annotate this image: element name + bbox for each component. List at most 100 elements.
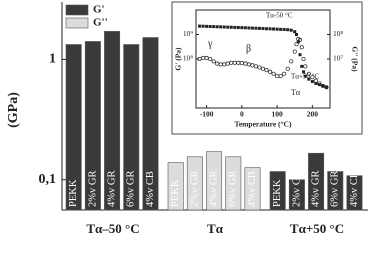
point bbox=[260, 66, 266, 71]
y-axis-label: G' (Pa) bbox=[174, 47, 183, 71]
point bbox=[271, 71, 276, 76]
point bbox=[295, 33, 298, 36]
point bbox=[268, 69, 273, 74]
point bbox=[226, 25, 230, 29]
x-axis-label: Temperature (°C) bbox=[235, 120, 292, 129]
point bbox=[285, 66, 290, 71]
bar bbox=[167, 162, 184, 211]
point bbox=[250, 63, 255, 68]
point bbox=[198, 24, 202, 28]
point bbox=[289, 28, 293, 32]
point bbox=[300, 64, 304, 68]
point bbox=[298, 53, 302, 57]
point bbox=[208, 56, 213, 62]
point bbox=[211, 59, 216, 64]
point bbox=[265, 27, 269, 31]
x-tick-label: -100 bbox=[200, 110, 214, 119]
y-tick-label: 10⁸ bbox=[333, 29, 344, 38]
point bbox=[303, 74, 307, 78]
annotation: γ bbox=[207, 38, 213, 49]
bar-label: 4%v CB bbox=[247, 171, 258, 207]
point bbox=[261, 27, 265, 31]
point bbox=[264, 68, 269, 73]
point bbox=[317, 81, 322, 86]
point bbox=[257, 26, 261, 30]
point bbox=[268, 27, 272, 31]
point bbox=[317, 83, 321, 87]
legend-label: G'' bbox=[93, 17, 108, 29]
point bbox=[279, 27, 283, 31]
y-tick-label: 10⁷ bbox=[333, 54, 344, 63]
x-tick-label: 0 bbox=[240, 110, 244, 119]
point bbox=[278, 74, 283, 79]
bar-label: 4%v CB bbox=[349, 171, 360, 207]
bar-label: PEKK bbox=[170, 179, 181, 207]
bar bbox=[327, 171, 344, 211]
point bbox=[314, 82, 318, 85]
bar-label: PEKK bbox=[272, 179, 283, 207]
point bbox=[243, 26, 247, 30]
point bbox=[299, 45, 304, 50]
point bbox=[286, 28, 290, 32]
point bbox=[222, 25, 226, 29]
annotation: Tα+50 °C bbox=[291, 73, 319, 81]
point bbox=[324, 85, 328, 89]
y-tick-label: 0,1 bbox=[39, 172, 57, 187]
point bbox=[303, 64, 308, 69]
point bbox=[320, 83, 325, 88]
y-axis-label: (GPa) bbox=[6, 92, 21, 128]
bar bbox=[123, 44, 140, 211]
bar bbox=[308, 152, 325, 211]
bar-label: 2%v GR bbox=[87, 171, 98, 207]
point bbox=[302, 70, 306, 74]
bar bbox=[65, 44, 82, 211]
bar-label: 4%v GR bbox=[106, 171, 117, 207]
point bbox=[275, 27, 279, 31]
point bbox=[292, 49, 297, 54]
x-tick-label: 200 bbox=[307, 110, 319, 119]
legend-swatch bbox=[65, 17, 89, 29]
x-tick-label: 100 bbox=[271, 110, 283, 119]
point bbox=[296, 40, 300, 44]
bar bbox=[84, 41, 101, 211]
bar bbox=[288, 179, 305, 211]
bar bbox=[186, 156, 203, 211]
point bbox=[307, 77, 311, 81]
point bbox=[208, 25, 212, 29]
point bbox=[321, 84, 325, 88]
point bbox=[313, 78, 318, 83]
bar-label: 4%v GR bbox=[310, 171, 321, 207]
point bbox=[257, 65, 262, 70]
bar bbox=[104, 31, 121, 211]
point bbox=[229, 25, 233, 29]
point bbox=[301, 56, 306, 62]
legend-label: G' bbox=[93, 4, 105, 16]
annotation: Tα bbox=[291, 88, 301, 97]
bar-label: 6%v GR bbox=[126, 171, 137, 207]
y-tick-label: 10⁸ bbox=[183, 54, 194, 63]
point bbox=[197, 56, 202, 62]
bar-label: 6%v GR bbox=[330, 171, 341, 207]
bar bbox=[346, 175, 363, 211]
point bbox=[282, 27, 286, 31]
y2-axis-label: G'' (Pa) bbox=[350, 46, 359, 72]
group-label: Tα+50 °C bbox=[290, 221, 344, 236]
point bbox=[272, 27, 276, 31]
bar bbox=[269, 171, 286, 211]
bar-label: 4%v CB bbox=[145, 171, 156, 207]
point bbox=[236, 26, 240, 30]
bar-label: 2%v GR bbox=[189, 171, 200, 207]
point bbox=[324, 85, 329, 90]
bar-label: 2%v GR bbox=[291, 171, 302, 207]
bar bbox=[206, 151, 223, 211]
legend-swatch bbox=[65, 4, 89, 16]
point bbox=[215, 25, 219, 29]
point bbox=[310, 75, 315, 80]
point bbox=[293, 30, 297, 34]
bar bbox=[225, 156, 242, 211]
group-label: Tα–50 °C bbox=[86, 221, 139, 236]
point bbox=[297, 37, 303, 42]
bar-label: 6%v GR bbox=[228, 171, 239, 207]
point bbox=[306, 71, 311, 76]
